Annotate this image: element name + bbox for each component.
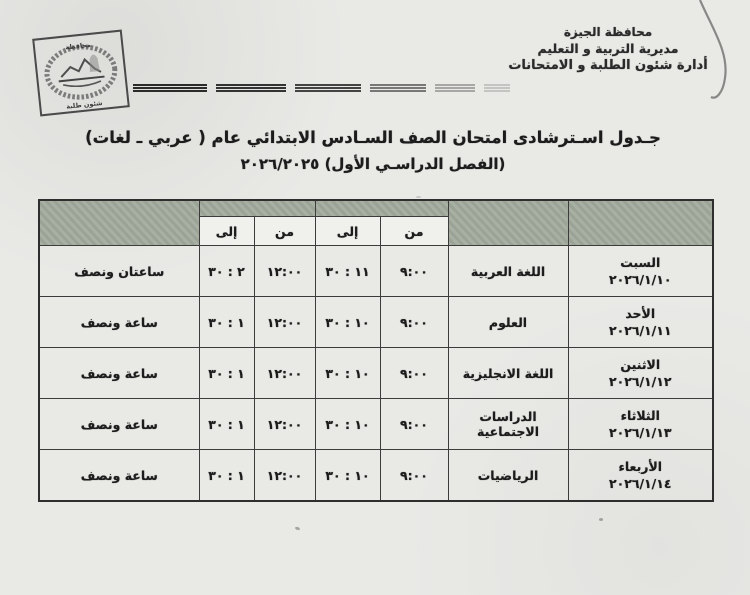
subject-cell: الرياضيات [447, 449, 569, 502]
period2-to-cell: ١ : ٣٠ [198, 347, 255, 399]
pen-mark-artifact [698, 0, 727, 99]
duration-column-header [38, 199, 200, 246]
divider-segment [295, 84, 361, 92]
subheader-row: من إلى من إلى [39, 216, 713, 246]
page-title: جـدول اسـترشادى امتحان الصف السـادس الاب… [85, 128, 661, 147]
scan-speck [599, 518, 603, 521]
org-line-governorate: محافظة الجيزة [563, 25, 653, 39]
org-name-block: محافظة الجيزة مديرية التربية و التعليم أ… [482, 24, 734, 74]
day-date: ٢٠٢٦/١/١٤ [608, 475, 672, 491]
period1-from-cell: ٩:٠٠ [379, 347, 449, 399]
exam-schedule-table: من إلى من إلى السبت ٢٠٢٦/١/١٠ اللغة العر… [38, 199, 714, 502]
letterhead-divider [133, 84, 599, 92]
subheader-from-2: من [253, 216, 316, 246]
day-cell: الأربعاء ٢٠٢٦/١/١٤ [567, 449, 714, 502]
table-row: الاثنين ٢٠٢٦/١/١٢ اللغة الانجليزية ٩:٠٠ … [38, 347, 714, 399]
period2-from-cell: ١٢:٠٠ [253, 245, 316, 297]
period2-to-cell: ٢ : ٣٠ [198, 245, 255, 297]
wreath-icon [44, 44, 118, 100]
duration-cell: ساعة ونصف [38, 347, 200, 399]
divider-segment [216, 84, 286, 92]
day-name: الأحد [625, 305, 656, 321]
day-name: الثلاثاء [620, 407, 660, 423]
day-name: الأربعاء [618, 458, 663, 474]
period2-to-cell: ١ : ٣٠ [198, 296, 255, 348]
subject-cell: الدراسات الاجتماعية [447, 398, 569, 450]
day-column-header [567, 199, 714, 246]
period1-from-cell: ٩:٠٠ [379, 245, 449, 297]
official-seal-stamp: محافظة شئون طلبة [32, 29, 130, 117]
stamp-top-label: محافظة [65, 41, 91, 52]
day-date: ٢٠٢٦/١/١١ [608, 322, 672, 338]
subheader-to-2: إلى [198, 216, 255, 246]
subject-column-header [447, 199, 569, 246]
org-line-administration: أدارة شئون الطلبة و الامتحانات [508, 58, 708, 73]
day-cell: الاثنين ٢٠٢٦/١/١٢ [567, 347, 714, 399]
table-row: الأربعاء ٢٠٢٦/١/١٤ الرياضيات ٩:٠٠ ١٠ : ٣… [38, 449, 714, 502]
period1-to-cell: ١١ : ٣٠ [314, 245, 381, 297]
day-date: ٢٠٢٦/١/١٠ [608, 271, 672, 287]
day-date: ٢٠٢٦/١/١٣ [608, 424, 672, 440]
period2-to-cell: ١ : ٣٠ [198, 398, 255, 450]
period1-from-cell: ٩:٠٠ [379, 296, 449, 348]
table-row: الأحد ٢٠٢٦/١/١١ العلوم ٩:٠٠ ١٠ : ٣٠ ١٢:٠… [38, 296, 714, 348]
period1-from-cell: ٩:٠٠ [379, 449, 449, 502]
subheader-to-1: إلى [314, 216, 381, 246]
emblem-baseline [58, 75, 105, 83]
day-date: ٢٠٢٦/١/١٢ [608, 373, 672, 389]
day-cell: السبت ٢٠٢٦/١/١٠ [567, 245, 714, 297]
day-name: السبت [620, 254, 661, 270]
duration-cell: ساعة ونصف [38, 449, 200, 502]
period1-header-band [314, 199, 449, 217]
table-row: السبت ٢٠٢٦/١/١٠ اللغة العربية ٩:٠٠ ١١ : … [38, 245, 714, 297]
period1-to-cell: ١٠ : ٣٠ [314, 347, 381, 399]
stamp-bottom-label: شئون طلبة [66, 99, 103, 111]
period2-to-cell: ١ : ٣٠ [198, 449, 255, 502]
org-line-directorate: مديرية التربية و التعليم [537, 41, 679, 56]
divider-segment [370, 84, 426, 92]
subheader-from-1: من [379, 216, 449, 246]
page-subtitle: (الفصل الدراسـي الأول) ٢٠٢٦/٢٠٢٥ [240, 155, 506, 173]
period2-from-cell: ١٢:٠٠ [253, 398, 316, 450]
divider-segment [484, 84, 510, 92]
divider-segment [435, 84, 475, 92]
period1-to-cell: ١٠ : ٣٠ [314, 296, 381, 348]
period2-from-cell: ١٢:٠٠ [253, 449, 316, 502]
period1-to-cell: ١٠ : ٣٠ [314, 449, 381, 502]
subject-cell: العلوم [447, 296, 569, 348]
period1-from-cell: ٩:٠٠ [379, 398, 449, 450]
table-row: الثلاثاء ٢٠٢٦/١/١٣ الدراسات الاجتماعية ٩… [38, 398, 714, 450]
period1-to-cell: ١٠ : ٣٠ [314, 398, 381, 450]
scan-speck [294, 526, 301, 531]
duration-cell: ساعتان ونصف [38, 245, 200, 297]
day-name: الاثنين [620, 356, 661, 372]
period2-from-cell: ١٢:٠٠ [253, 347, 316, 399]
scan-speck [416, 196, 421, 198]
period2-from-cell: ١٢:٠٠ [253, 296, 316, 348]
divider-segment [133, 84, 207, 92]
duration-cell: ساعة ونصف [38, 296, 200, 348]
day-cell: الأحد ٢٠٢٦/١/١١ [567, 296, 714, 348]
subject-cell: اللغة العربية [447, 245, 569, 297]
subject-cell: اللغة الانجليزية [447, 347, 569, 399]
duration-cell: ساعة ونصف [38, 398, 200, 450]
emblem-dome-icon [89, 54, 100, 73]
day-cell: الثلاثاء ٢٠٢٦/١/١٣ [567, 398, 714, 450]
period2-header-band [198, 199, 316, 217]
header-band-row [38, 199, 714, 246]
